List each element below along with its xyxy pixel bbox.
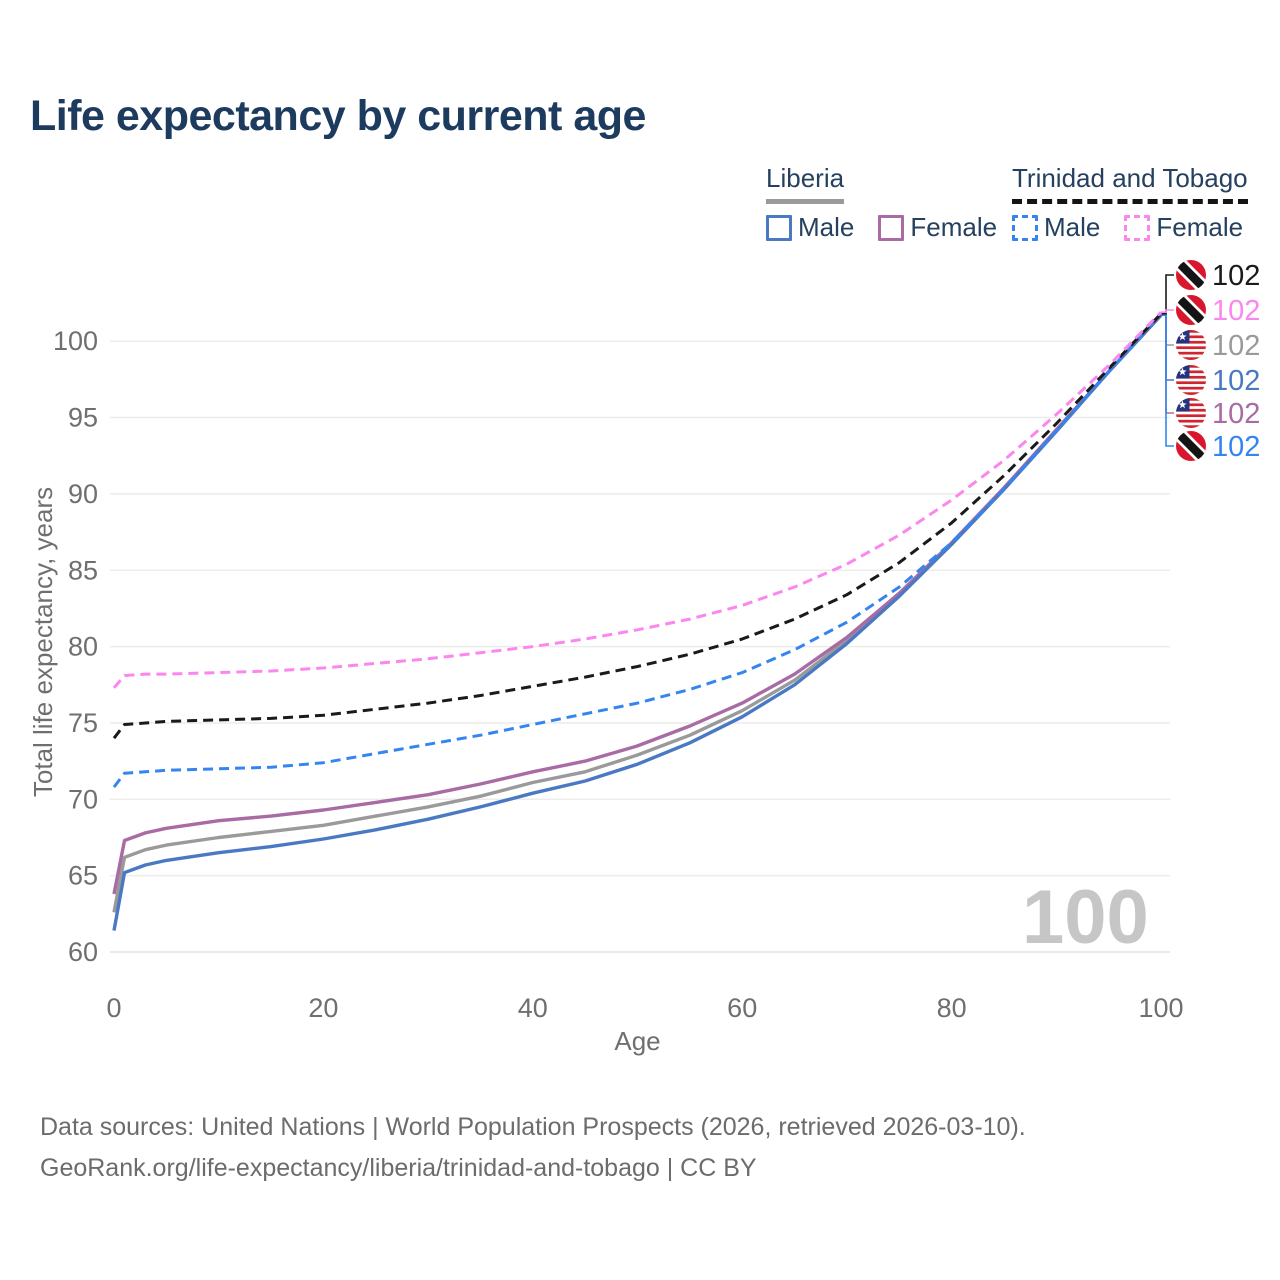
- age-indicator-watermark: 100: [1022, 875, 1149, 960]
- legend-item-liberia-female[interactable]: Female: [878, 212, 997, 243]
- y-tick-label: 65: [68, 861, 98, 891]
- end-value-label-trinidad-and-tobago-male: 102: [1212, 431, 1260, 463]
- end-value-label-trinidad-and-tobago-both: 102: [1212, 260, 1260, 292]
- liberia-flag-icon: [1176, 365, 1206, 395]
- connector-trinidad-and-tobago-female: [1161, 309, 1174, 313]
- legend-group-trinidad-and-tobago: Trinidad and Tobago Male Female: [1012, 163, 1267, 243]
- liberia-female-swatch: [878, 214, 905, 241]
- x-tick-label: 40: [518, 993, 548, 1023]
- legend-group-liberia: Liberia Male Female: [766, 163, 1021, 243]
- x-tick-label: 80: [937, 993, 967, 1023]
- series-line-trinidad-and-tobago-female[interactable]: [112, 311, 1163, 689]
- y-tick-label: 60: [68, 937, 98, 967]
- y-tick-label: 70: [68, 784, 98, 814]
- end-label-connectors: [1161, 274, 1174, 447]
- end-value-label-liberia-female: 102: [1212, 398, 1260, 430]
- legend-items-liberia: Male Female: [766, 212, 1021, 243]
- trinidad-female-swatch: [1124, 214, 1151, 241]
- y-axis-title: Total life expectancy, years: [28, 487, 58, 797]
- legend-item-liberia-male[interactable]: Male: [766, 212, 854, 243]
- series-line-trinidad-and-tobago-both[interactable]: [112, 312, 1163, 740]
- footer-data-sources: Data sources: United Nations | World Pop…: [40, 1113, 1026, 1141]
- trinidad-and-tobago-flag-icon: [1176, 295, 1206, 325]
- legend-item-trinidad-female[interactable]: Female: [1124, 212, 1243, 243]
- x-tick-label: 100: [1138, 993, 1183, 1023]
- series-line-liberia-female[interactable]: [112, 314, 1163, 895]
- liberia-male-swatch: [766, 214, 792, 241]
- x-tick-label: 20: [308, 993, 338, 1023]
- trinidad-and-tobago-flag-icon: [1176, 260, 1206, 290]
- gridlines: [110, 340, 1170, 953]
- liberia-flag-icon: [1176, 398, 1206, 428]
- connector-liberia-female: [1161, 314, 1174, 414]
- legend-country-trinidad-and-tobago[interactable]: Trinidad and Tobago: [1012, 163, 1248, 204]
- end-value-label-liberia-both: 102: [1212, 330, 1260, 362]
- end-value-label-liberia-male: 102: [1212, 365, 1260, 397]
- series-lines: [112, 311, 1163, 931]
- footer-attribution: GeoRank.org/life-expectancy/liberia/trin…: [40, 1154, 757, 1182]
- trinidad-male-swatch: [1012, 214, 1038, 241]
- footer: Data sources: United Nations | World Pop…: [40, 1107, 1240, 1189]
- y-tick-label: 90: [68, 479, 98, 509]
- legend: Liberia Male Female Trinidad and Tobago …: [0, 163, 1280, 243]
- legend-country-liberia[interactable]: Liberia: [766, 163, 845, 204]
- liberia-flag-icon: [1176, 330, 1206, 360]
- y-tick-label: 100: [53, 326, 98, 356]
- series-line-liberia-male[interactable]: [112, 314, 1163, 931]
- axes: 60 65 70 75 80 85 90 95 100 0 20 40 60 80 100 Age Total …: [28, 326, 1184, 1056]
- x-axis-title: Age: [614, 1026, 660, 1056]
- page-title: Life expectancy by current age: [30, 92, 646, 140]
- y-tick-label: 95: [68, 403, 98, 433]
- legend-item-trinidad-male[interactable]: Male: [1012, 212, 1100, 243]
- trinidad-and-tobago-flag-icon: [1176, 431, 1206, 461]
- legend-label: Male: [1044, 212, 1101, 242]
- legend-items-trinidad-and-tobago: Male Female: [1012, 212, 1267, 243]
- x-tick-label: 0: [106, 993, 121, 1023]
- y-tick-label: 85: [68, 555, 98, 585]
- x-tick-label: 60: [727, 993, 757, 1023]
- connector-trinidad-and-tobago-both: [1161, 274, 1174, 315]
- end-value-label-trinidad-and-tobago-female: 102: [1212, 295, 1260, 327]
- legend-label: Female: [910, 212, 998, 242]
- series-line-trinidad-and-tobago-male[interactable]: [112, 312, 1163, 789]
- y-tick-label: 80: [68, 632, 98, 662]
- legend-label: Female: [1156, 212, 1244, 242]
- connector-liberia-male: [1161, 314, 1174, 381]
- legend-label: Male: [798, 212, 855, 242]
- y-tick-label: 75: [68, 708, 98, 738]
- series-line-liberia-both[interactable]: [112, 314, 1163, 913]
